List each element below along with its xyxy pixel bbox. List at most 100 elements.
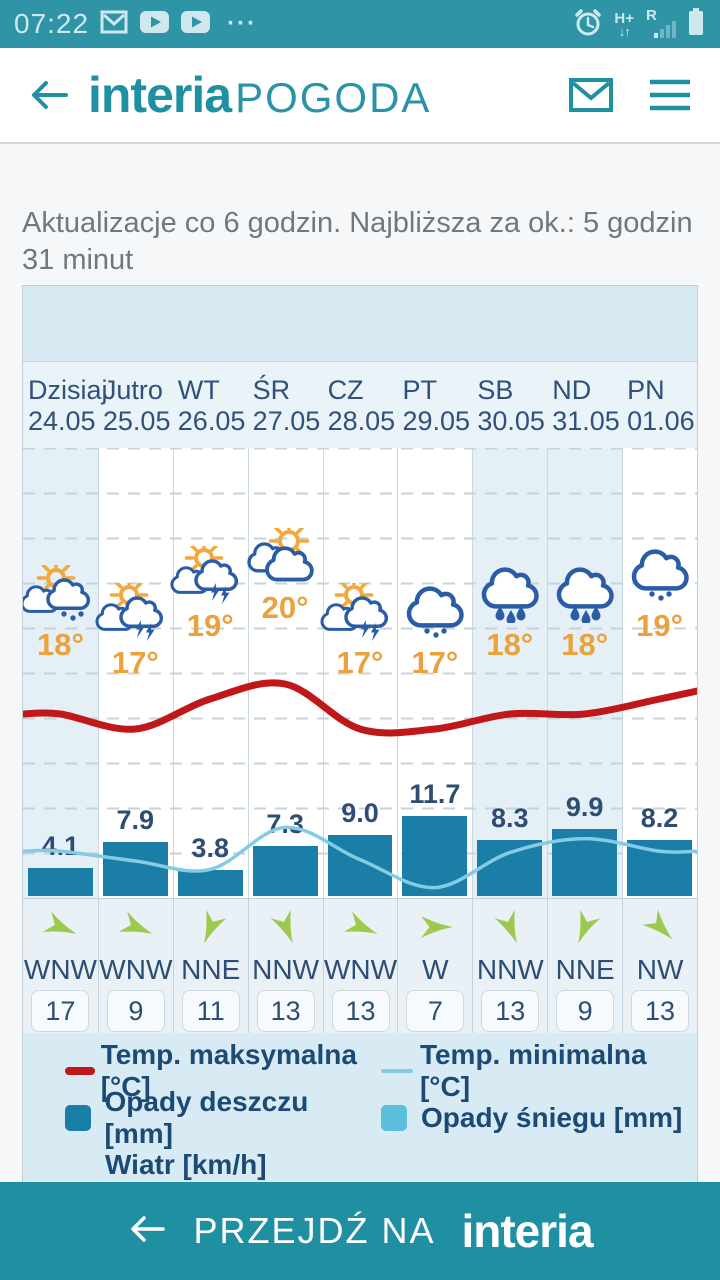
wind-direction-arrow-icon xyxy=(264,905,308,954)
temp-min-line-icon xyxy=(381,1068,420,1073)
day-date: 24.05 xyxy=(28,406,96,436)
chart-column-dzisiaj[interactable] xyxy=(23,448,98,898)
wind-cell-nd: NNE 9 xyxy=(547,899,622,1033)
wind-cell-jutro: WNW 9 xyxy=(97,899,173,1033)
day-name: SB xyxy=(477,375,514,405)
day-header-śr[interactable]: ŚR 27.05 xyxy=(248,362,323,448)
wind-direction-label: WNW xyxy=(23,954,97,985)
wind-speed-value: 11 xyxy=(181,990,240,1032)
mail-button[interactable] xyxy=(568,77,614,113)
wind-direction-label: WNW xyxy=(323,954,398,985)
day-header-dzisiaj[interactable]: Dzisiaj 24.05 xyxy=(23,362,108,448)
temp-max-line-icon xyxy=(65,1066,101,1075)
snow-swatch-icon xyxy=(381,1104,421,1131)
wind-speed-value: 13 xyxy=(631,990,690,1032)
wind-direction-label: NW xyxy=(636,954,684,985)
footer-go-to-interia[interactable]: PRZEJDŹ NA interia xyxy=(0,1182,720,1280)
wind-cell-pn: NW 13 xyxy=(622,899,697,1033)
legend-wind: Wiatr [km/h] xyxy=(105,1148,267,1180)
logo-section-text: POGODA xyxy=(235,74,432,121)
footer-cta-text: PRZEJDŹ NA xyxy=(193,1210,436,1251)
wind-direction-arrow-icon xyxy=(488,905,532,954)
status-time: 07:22 xyxy=(14,8,90,39)
chart-legend: Temp. maksymalna [°C] Temp. minimalna [°… xyxy=(23,1033,697,1186)
youtube-notification-icon-2 xyxy=(180,10,211,39)
day-header-wt[interactable]: WT 26.05 xyxy=(173,362,248,448)
day-date: 27.05 xyxy=(252,406,321,436)
wind-direction-arrow-icon xyxy=(563,905,607,954)
app-header: interia POGODA xyxy=(0,48,720,144)
chart-column-sb[interactable] xyxy=(472,448,548,898)
gmail-notification-icon xyxy=(99,8,129,41)
day-name: ŚR xyxy=(252,375,291,405)
wind-direction-arrow-icon xyxy=(38,905,82,954)
day-header-cz[interactable]: CZ 28.05 xyxy=(323,362,398,448)
wind-direction-label: W xyxy=(422,954,449,985)
legend-snow: Opady śniegu [mm] xyxy=(381,1102,697,1134)
update-notice: Aktualizacje co 6 godzin. Najbliższa za … xyxy=(22,207,693,276)
wind-cell-wt: NNE 11 xyxy=(172,899,248,1033)
day-name: CZ xyxy=(327,375,364,405)
day-header-pt[interactable]: PT 29.05 xyxy=(397,362,472,448)
wind-direction-arrow-icon xyxy=(413,905,457,954)
chart-column-śr[interactable] xyxy=(247,448,323,898)
table-top-band xyxy=(23,286,697,362)
wind-row: WNW 17 WNW 9 NNE 11 NNW 13 WNW xyxy=(23,898,697,1033)
chart-column-jutro[interactable] xyxy=(97,448,173,898)
forecast-chart: 4.1 7.9 3.8 7.3 9.0 11.7 8.3 9.9 8.2 18° 17° 19°… xyxy=(23,448,697,898)
day-header-jutro[interactable]: Jutro 25.05 xyxy=(98,362,173,448)
chart-column-pt[interactable] xyxy=(397,448,473,898)
back-button[interactable] xyxy=(28,78,70,112)
forecast-table: Dzisiaj 24.05 Jutro 25.05 WT 26.05 ŚR 27.05… xyxy=(22,285,698,1186)
day-date: 26.05 xyxy=(177,406,246,436)
day-header-sb[interactable]: SB 30.05 xyxy=(472,362,547,448)
chart-column-wt[interactable] xyxy=(172,448,248,898)
day-date: 25.05 xyxy=(102,406,171,436)
chart-column-cz[interactable] xyxy=(322,448,398,898)
wind-direction-label: NNE xyxy=(555,954,615,985)
day-header-pn[interactable]: PN 01.06 xyxy=(622,362,697,448)
day-name: PN xyxy=(627,375,665,405)
day-name: WT xyxy=(177,375,220,405)
wind-speed-value: 7 xyxy=(406,990,465,1032)
wind-cell-śr: NNW 13 xyxy=(247,899,323,1033)
chart-column-pn[interactable] xyxy=(622,448,697,898)
logo-brand-text: interia xyxy=(88,67,232,123)
interia-pogoda-logo[interactable]: interia POGODA xyxy=(88,66,568,124)
wind-speed-value: 9 xyxy=(556,990,615,1032)
chart-column-nd[interactable] xyxy=(547,448,623,898)
wind-direction-arrow-icon xyxy=(114,905,158,954)
wind-cell-cz: WNW 13 xyxy=(322,899,398,1033)
legend-rain: Opady deszczu [mm] xyxy=(65,1086,381,1150)
footer-brand-logo: interia xyxy=(461,1205,593,1257)
wind-direction-label: NNW xyxy=(252,954,320,985)
wind-speed-value: 17 xyxy=(31,990,90,1032)
day-date: 29.05 xyxy=(402,406,471,436)
legend-temp-max: Temp. maksymalna [°C] xyxy=(65,1039,381,1103)
menu-button[interactable] xyxy=(648,78,692,112)
wind-speed-value: 13 xyxy=(481,990,540,1032)
status-bar: 07:22 ··· H+ ↓↑ R xyxy=(0,0,720,48)
day-date: 31.05 xyxy=(552,406,620,436)
wind-speed-value: 13 xyxy=(256,990,315,1032)
wind-direction-label: NNE xyxy=(181,954,241,985)
day-name: Jutro xyxy=(102,375,163,405)
day-date: 30.05 xyxy=(477,406,545,436)
day-date: 28.05 xyxy=(327,406,396,436)
day-header-row: Dzisiaj 24.05 Jutro 25.05 WT 26.05 ŚR 27.05… xyxy=(23,362,697,448)
overflow-notifications-icon: ··· xyxy=(227,10,258,37)
wind-cell-pt: W 7 xyxy=(397,899,472,1033)
day-name: ND xyxy=(552,375,592,405)
day-name: Dzisiaj xyxy=(28,375,108,405)
wind-direction-arrow-icon xyxy=(339,905,383,954)
day-header-nd[interactable]: ND 31.05 xyxy=(547,362,622,448)
alarm-clock-icon xyxy=(572,6,604,43)
rain-swatch-icon xyxy=(65,1104,105,1131)
roaming-signal-icon: R xyxy=(644,7,676,40)
footer-back-arrow-icon xyxy=(127,1213,167,1250)
battery-icon xyxy=(686,6,706,43)
wind-direction-arrow-icon xyxy=(189,905,233,954)
day-name: PT xyxy=(402,375,437,405)
wind-speed-value: 9 xyxy=(106,990,165,1032)
network-h-plus-icon: H+ ↓↑ xyxy=(614,9,634,39)
